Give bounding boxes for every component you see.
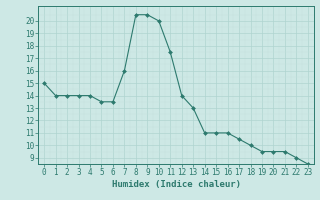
X-axis label: Humidex (Indice chaleur): Humidex (Indice chaleur)	[111, 180, 241, 189]
